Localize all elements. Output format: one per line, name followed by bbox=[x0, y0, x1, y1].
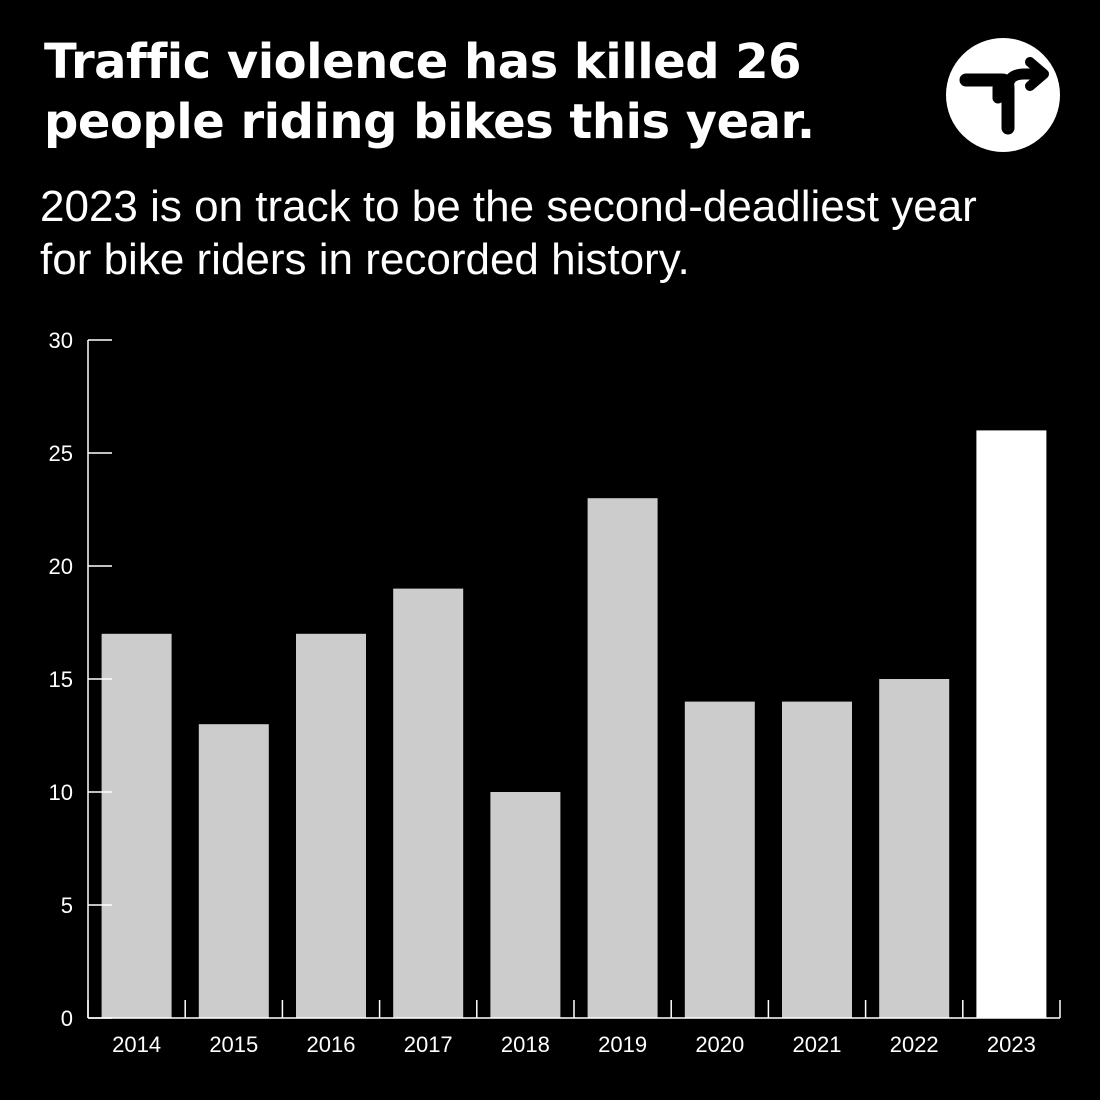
y-tick-label: 25 bbox=[49, 441, 73, 466]
bar-2021 bbox=[782, 701, 852, 1018]
x-tick-label: 2018 bbox=[501, 1032, 550, 1057]
x-tick-label: 2015 bbox=[209, 1032, 258, 1057]
y-tick-label: 0 bbox=[61, 1006, 73, 1031]
y-tick-label: 10 bbox=[49, 780, 73, 805]
x-tick-label: 2022 bbox=[890, 1032, 939, 1057]
y-tick-label: 30 bbox=[49, 328, 73, 353]
turn-arrow-icon bbox=[946, 38, 1060, 152]
x-tick-label: 2020 bbox=[695, 1032, 744, 1057]
x-tick-label: 2023 bbox=[987, 1032, 1036, 1057]
bar-2015 bbox=[198, 724, 269, 1018]
y-tick-label: 20 bbox=[49, 554, 73, 579]
x-tick-label: 2014 bbox=[112, 1032, 161, 1057]
bar-2023 bbox=[976, 430, 1047, 1018]
x-tick-label: 2016 bbox=[307, 1032, 356, 1057]
bar-2017 bbox=[393, 588, 464, 1018]
x-tick-label: 2019 bbox=[598, 1032, 647, 1057]
bar-2022 bbox=[879, 679, 950, 1018]
headline: Traffic violence has killed 26 people ri… bbox=[44, 34, 815, 150]
bar-2020 bbox=[684, 701, 755, 1018]
y-tick-label: 5 bbox=[61, 893, 73, 918]
y-tick-label: 15 bbox=[49, 667, 73, 692]
bar-2019 bbox=[587, 498, 658, 1018]
x-tick-label: 2017 bbox=[404, 1032, 453, 1057]
bar-2014 bbox=[101, 633, 172, 1018]
subtitle: 2023 is on track to be the second-deadli… bbox=[40, 182, 977, 284]
x-tick-label: 2021 bbox=[793, 1032, 842, 1057]
bar-2016 bbox=[296, 633, 366, 1018]
bar-2018 bbox=[490, 792, 561, 1018]
